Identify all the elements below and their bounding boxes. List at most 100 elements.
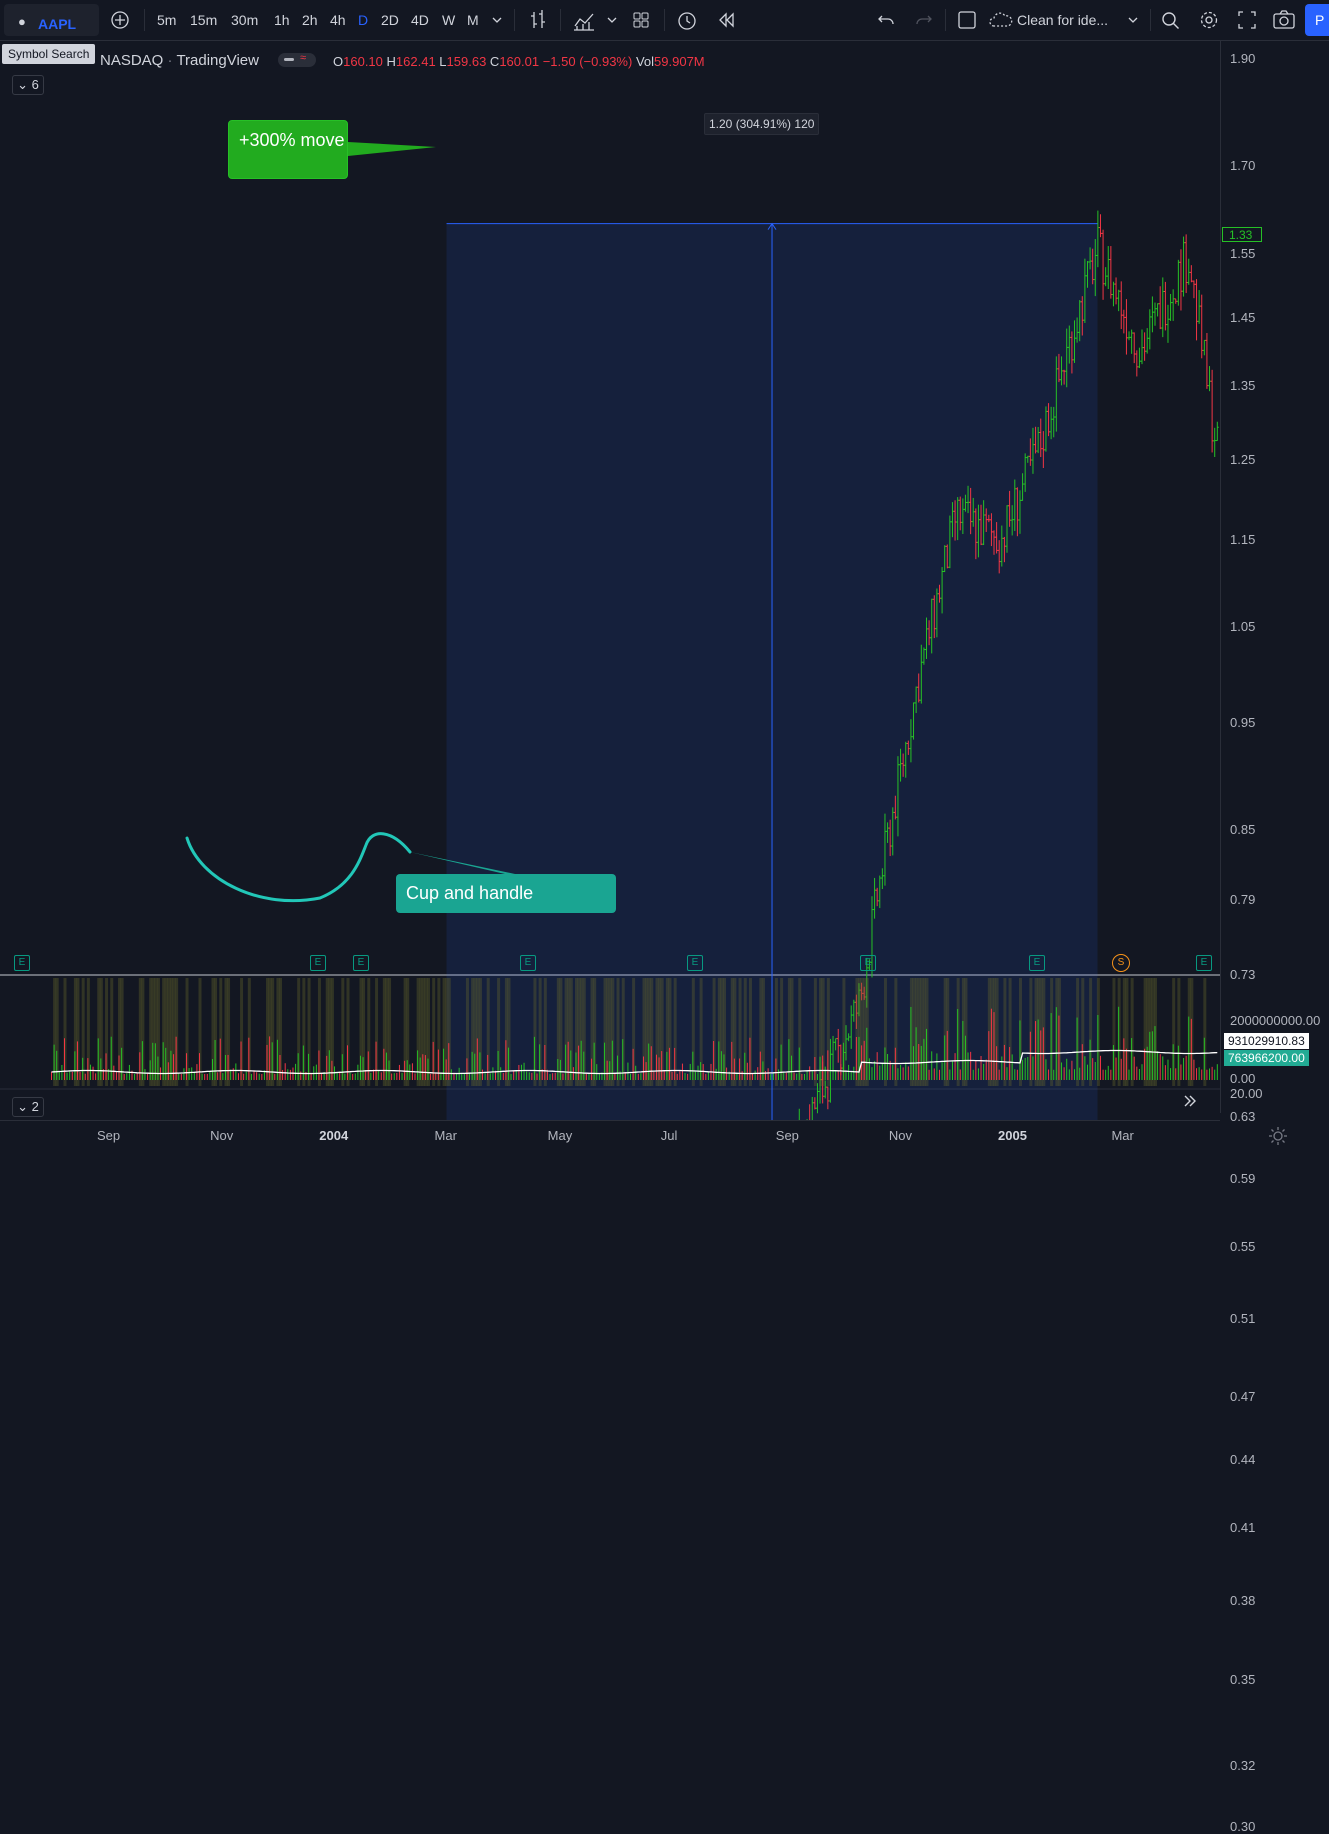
camera-icon[interactable] <box>1272 0 1296 40</box>
split-marker[interactable]: S <box>1112 954 1130 972</box>
fullscreen-icon[interactable] <box>1236 0 1258 40</box>
earnings-marker[interactable]: E <box>687 955 703 971</box>
volume-highlight <box>917 978 921 1086</box>
undo-icon[interactable] <box>876 0 896 40</box>
interval-15m[interactable]: 15m <box>190 12 218 28</box>
ohlc-readout: O160.10 H162.41 L159.63 C160.01 −1.50 (−… <box>333 54 705 69</box>
interval-2h[interactable]: 2h <box>302 12 318 28</box>
volume-highlight <box>169 978 173 1086</box>
volume-highlight <box>790 978 794 1086</box>
layout-grid-icon[interactable] <box>631 0 651 40</box>
volume-highlight <box>717 978 721 1086</box>
earnings-marker[interactable]: E <box>310 955 326 971</box>
symbol-search-tooltip: Symbol Search <box>2 44 96 64</box>
volume-highlight <box>621 978 625 1086</box>
lower-indicators-collapse-button[interactable]: ⌄ 2 <box>12 1097 44 1117</box>
volume-highlight <box>118 978 122 1086</box>
earnings-marker[interactable]: E <box>353 955 369 971</box>
symbol-search-button[interactable]: ● AAPL <box>4 4 99 36</box>
earnings-marker[interactable]: E <box>860 955 876 971</box>
volume-highlight <box>325 978 329 1086</box>
volume-highlight <box>403 978 407 1086</box>
interval-D[interactable]: D <box>358 12 369 28</box>
price-tick: 1.90 <box>1230 51 1256 66</box>
volume-highlight <box>574 978 578 1086</box>
volume-highlight <box>362 978 366 1086</box>
volume-highlight <box>471 978 475 1086</box>
volume-highlight <box>76 978 80 1086</box>
search-icon[interactable] <box>1160 0 1182 40</box>
volume-highlight <box>388 978 392 1086</box>
volume-highlight <box>278 978 282 1086</box>
top-toolbar: ● AAPL 5m 15m 30m 1h 2h 4h D 2D 4D W M Clean for i… <box>0 0 1329 41</box>
volume-highlight <box>722 978 726 1086</box>
select-square-icon[interactable] <box>956 0 978 40</box>
volume-highlight <box>367 978 371 1086</box>
price-tick: 0.73 <box>1230 967 1256 983</box>
interval-dropdown-icon[interactable] <box>490 0 504 40</box>
earnings-marker[interactable]: E <box>1196 955 1212 971</box>
replay-icon[interactable] <box>716 0 736 40</box>
indicators-collapse-button[interactable]: ⌄ 6 <box>12 75 44 95</box>
price-tick: 0.59 <box>1230 1171 1256 1187</box>
volume-highlight <box>473 978 477 1086</box>
interval-1h[interactable]: 1h <box>274 12 290 28</box>
interval-5m[interactable]: 5m <box>157 12 177 28</box>
interval-M[interactable]: M <box>467 12 479 28</box>
volume-highlight <box>162 978 166 1086</box>
earnings-marker[interactable]: E <box>1029 955 1045 971</box>
volume-highlight <box>240 978 244 1086</box>
price-tick: 0.47 <box>1230 1389 1256 1405</box>
interval-4h[interactable]: 4h <box>330 12 346 28</box>
layout-name[interactable]: Clean for ide... <box>1017 12 1109 28</box>
volume-highlight <box>798 978 802 1086</box>
time-axis[interactable] <box>0 1120 1220 1154</box>
interval-2D[interactable]: 2D <box>381 12 399 28</box>
volume-highlight <box>421 978 425 1086</box>
price-tick: 1.25 <box>1230 452 1256 468</box>
time-tick: Sep <box>775 1128 799 1143</box>
indicators-dropdown-icon[interactable] <box>605 0 619 40</box>
price-tick: 0.41 <box>1230 1520 1256 1536</box>
layout-dropdown-icon[interactable] <box>1126 0 1140 40</box>
bar-chart-type-icon[interactable] <box>528 0 548 40</box>
compare-add-icon[interactable] <box>110 0 130 40</box>
interval-30m[interactable]: 30m <box>231 12 259 28</box>
redo-icon[interactable] <box>914 0 934 40</box>
indicators-icon[interactable] <box>572 0 596 40</box>
volume-highlight <box>842 978 846 1086</box>
scroll-right-icon[interactable] <box>1180 1092 1200 1110</box>
volume-highlight <box>507 978 511 1086</box>
cup-and-handle-drawing <box>185 832 412 903</box>
volume-tick: 2000000000.00 <box>1230 1013 1321 1028</box>
interval-4D[interactable]: 4D <box>411 12 429 28</box>
gear-icon[interactable] <box>1198 0 1220 40</box>
legend-toggle[interactable]: ≈ <box>278 52 316 67</box>
interval-W[interactable]: W <box>442 12 456 28</box>
alert-clock-icon[interactable] <box>676 0 698 40</box>
volume-highlight <box>733 978 737 1086</box>
price-tick: 0.51 <box>1230 1311 1256 1327</box>
volume-highlight <box>761 978 765 1086</box>
earnings-marker[interactable]: E <box>520 955 536 971</box>
earnings-marker[interactable]: E <box>14 955 30 971</box>
percent-move-callout[interactable]: +300% move <box>228 120 348 179</box>
price-axis[interactable] <box>1220 40 1329 1113</box>
volume-highlight <box>826 978 830 1086</box>
volume-highlight <box>593 978 597 1086</box>
volume-highlight <box>995 978 999 1086</box>
volume-highlight <box>341 978 345 1086</box>
volume-highlight <box>385 978 389 1086</box>
volume-highlight <box>419 978 423 1086</box>
publish-button[interactable]: P <box>1305 4 1329 36</box>
volume-highlight <box>883 978 887 1086</box>
settings-sun-icon[interactable] <box>1268 1126 1288 1146</box>
volume-highlight <box>912 978 916 1086</box>
time-tick: May <box>547 1128 573 1143</box>
volume-highlight <box>748 978 752 1086</box>
volume-highlight <box>138 978 142 1086</box>
price-chart[interactable] <box>0 41 1220 1120</box>
cup-and-handle-label[interactable]: Cup and handle <box>396 874 616 913</box>
volume-highlight <box>1122 978 1126 1086</box>
volume-highlight <box>1172 978 1176 1086</box>
